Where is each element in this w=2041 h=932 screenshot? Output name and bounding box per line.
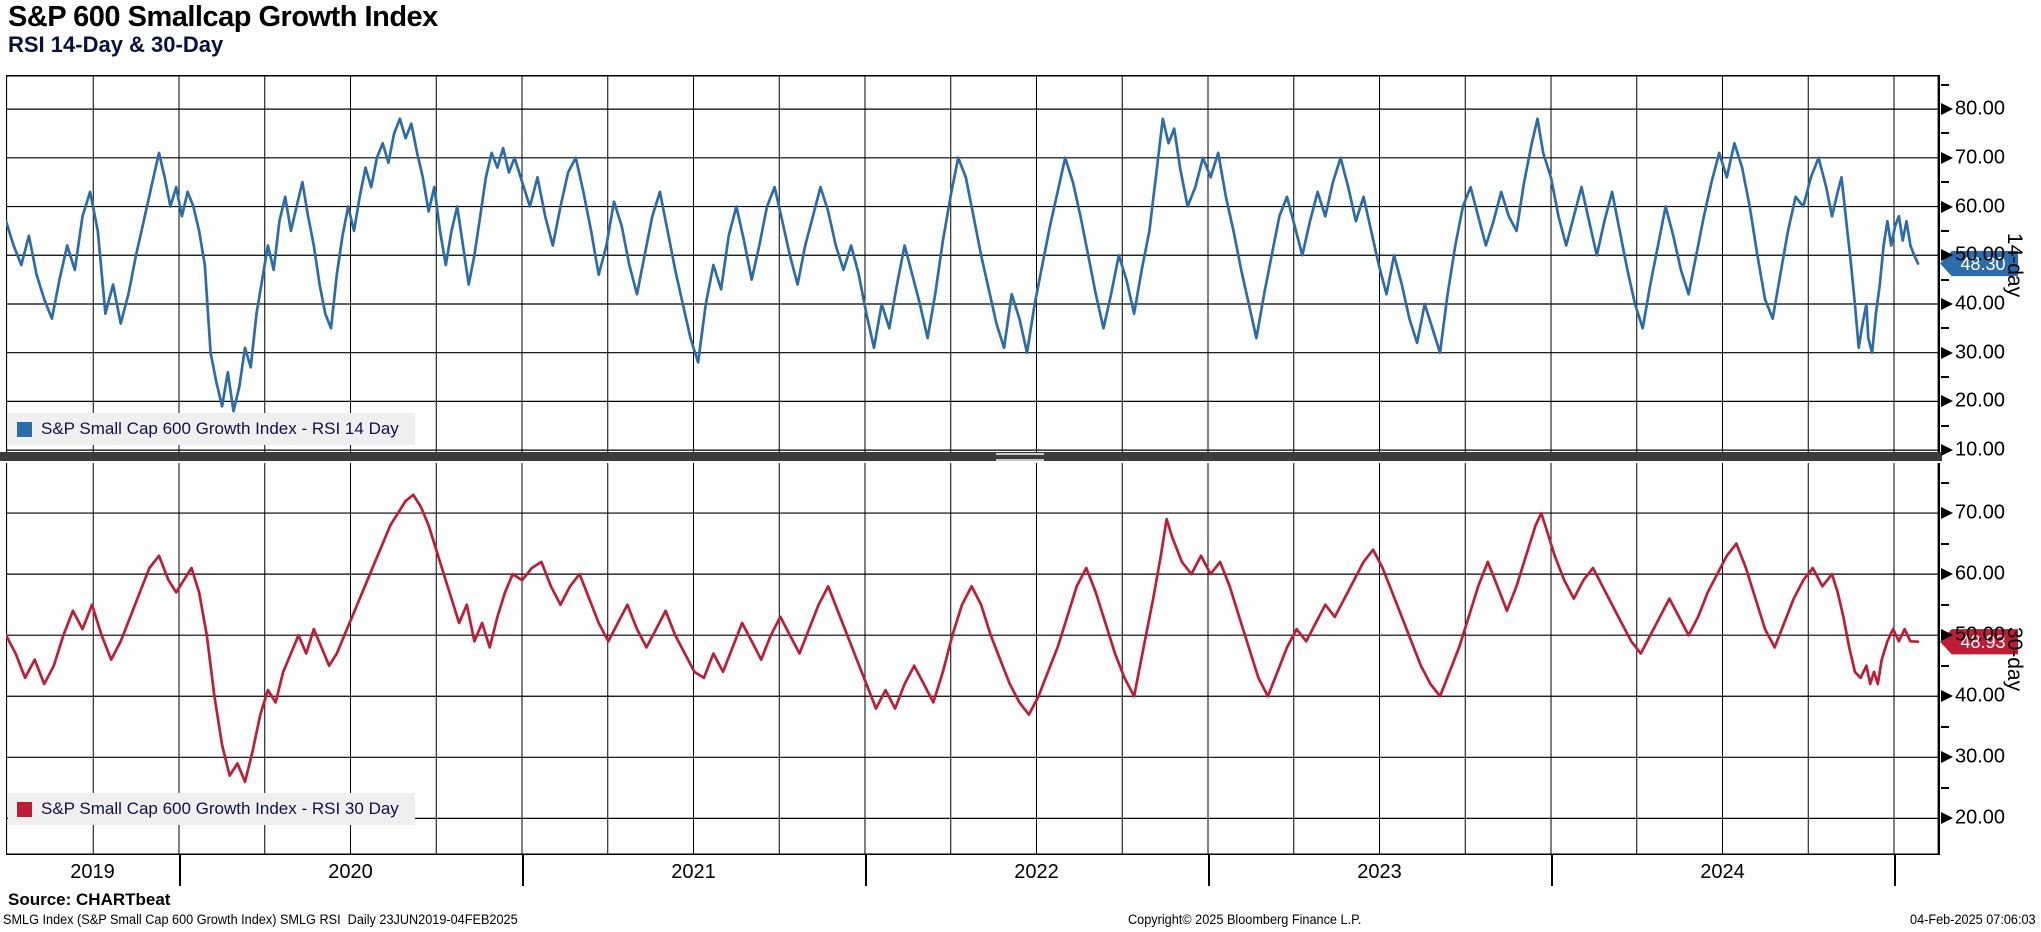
y-tick-arrow <box>1941 507 1953 520</box>
y-tick-label: 40.00 <box>1955 684 2006 707</box>
rsi14-legend-label: S&P Small Cap 600 Growth Index - RSI 14 … <box>41 419 399 438</box>
y-tick-label: 30.00 <box>1955 745 2006 768</box>
y-minor-tick <box>1941 83 1949 86</box>
y-tick-arrow <box>1941 249 1953 262</box>
y-minor-tick <box>1941 424 1949 427</box>
y-tick-arrow <box>1941 151 1953 164</box>
y-tick-label: 80.00 <box>1955 97 2006 120</box>
x-year-tick <box>865 855 867 886</box>
y-tick-label: 20.00 <box>1955 806 2006 829</box>
separator-drag-handle[interactable] <box>996 453 1044 461</box>
y-tick-arrow <box>1941 444 1953 457</box>
x-year-tick <box>1208 855 1210 886</box>
y-tick-arrow <box>1941 568 1953 581</box>
y-tick-arrow <box>1941 395 1953 408</box>
y-tick-arrow <box>1941 103 1953 116</box>
panel-separator <box>0 452 1942 461</box>
y-tick-label: 20.00 <box>1955 389 2006 412</box>
y-tick-label: 70.00 <box>1955 146 2006 169</box>
x-year-label: 2019 <box>70 861 115 883</box>
y-minor-tick <box>1941 229 1949 232</box>
rsi30-legend-swatch <box>17 801 32 817</box>
rsi14-axis-title: 14-day <box>2003 232 2026 298</box>
y-tick-label: 30.00 <box>1955 341 2006 364</box>
y-tick-arrow <box>1941 751 1953 764</box>
x-year-tick <box>1894 855 1896 886</box>
x-year-label: 2022 <box>1014 861 1059 883</box>
y-tick-arrow <box>1941 346 1953 359</box>
rsi14-plot-area[interactable] <box>6 75 1940 455</box>
y-tick-label: 50.00 <box>1955 623 2006 646</box>
y-tick-arrow <box>1941 200 1953 213</box>
y-tick-label: 50.00 <box>1955 243 2006 266</box>
rsi14-series-line[interactable] <box>6 117 1920 413</box>
x-year-tick <box>1551 855 1553 886</box>
y-tick-label: 10.00 <box>1955 438 2006 461</box>
page-title: S&P 600 Smallcap Growth Index <box>8 1 438 33</box>
y-tick-label: 60.00 <box>1955 195 2006 218</box>
y-tick-arrow <box>1941 690 1953 703</box>
y-minor-tick <box>1941 603 1949 606</box>
y-minor-tick <box>1941 327 1949 330</box>
x-year-label: 2024 <box>1700 861 1745 883</box>
x-year-label: 2023 <box>1357 861 1402 883</box>
x-year-label: 2020 <box>328 861 373 883</box>
y-minor-tick <box>1941 786 1949 789</box>
rsi14-last-value-badge: 48.30 <box>1940 250 2018 277</box>
footer-timestamp: 04-Feb-2025 07:06:03 <box>1910 912 2036 927</box>
x-year-tick <box>522 855 524 886</box>
y-tick-label: 60.00 <box>1955 562 2006 585</box>
legend-rsi14[interactable]: S&P Small Cap 600 Growth Index - RSI 14 … <box>8 413 415 445</box>
y-minor-tick <box>1941 278 1949 281</box>
y-minor-tick <box>1941 132 1949 135</box>
x-year-tick <box>179 855 181 886</box>
y-minor-tick <box>1941 481 1949 484</box>
legend-rsi30[interactable]: S&P Small Cap 600 Growth Index - RSI 30 … <box>8 793 415 825</box>
y-minor-tick <box>1941 725 1949 728</box>
rsi14-legend-swatch <box>17 421 32 437</box>
y-minor-tick <box>1941 181 1949 184</box>
y-tick-arrow <box>1941 812 1953 825</box>
y-minor-tick <box>1941 542 1949 545</box>
footer-copyright: Copyright© 2025 Bloomberg Finance L.P. <box>1128 912 1362 927</box>
source-line: Source: CHARTbeat <box>8 890 171 909</box>
y-tick-label: 70.00 <box>1955 501 2006 524</box>
x-year-label: 2021 <box>671 861 716 883</box>
rsi30-last-value-badge: 48.93 <box>1940 629 2018 655</box>
page-subtitle: RSI 14-Day & 30-Day <box>8 32 224 57</box>
y-tick-arrow <box>1941 297 1953 310</box>
rsi30-series-line[interactable] <box>6 493 1920 784</box>
y-tick-label: 40.00 <box>1955 292 2006 315</box>
rsi30-axis-title: 30-day <box>2003 626 2026 692</box>
y-minor-tick <box>1941 376 1949 379</box>
rsi30-legend-label: S&P Small Cap 600 Growth Index - RSI 30 … <box>41 799 399 818</box>
footer-security-info: SMLG Index (S&P Small Cap 600 Growth Ind… <box>3 912 518 927</box>
y-minor-tick <box>1941 664 1949 667</box>
y-tick-arrow <box>1941 629 1953 642</box>
